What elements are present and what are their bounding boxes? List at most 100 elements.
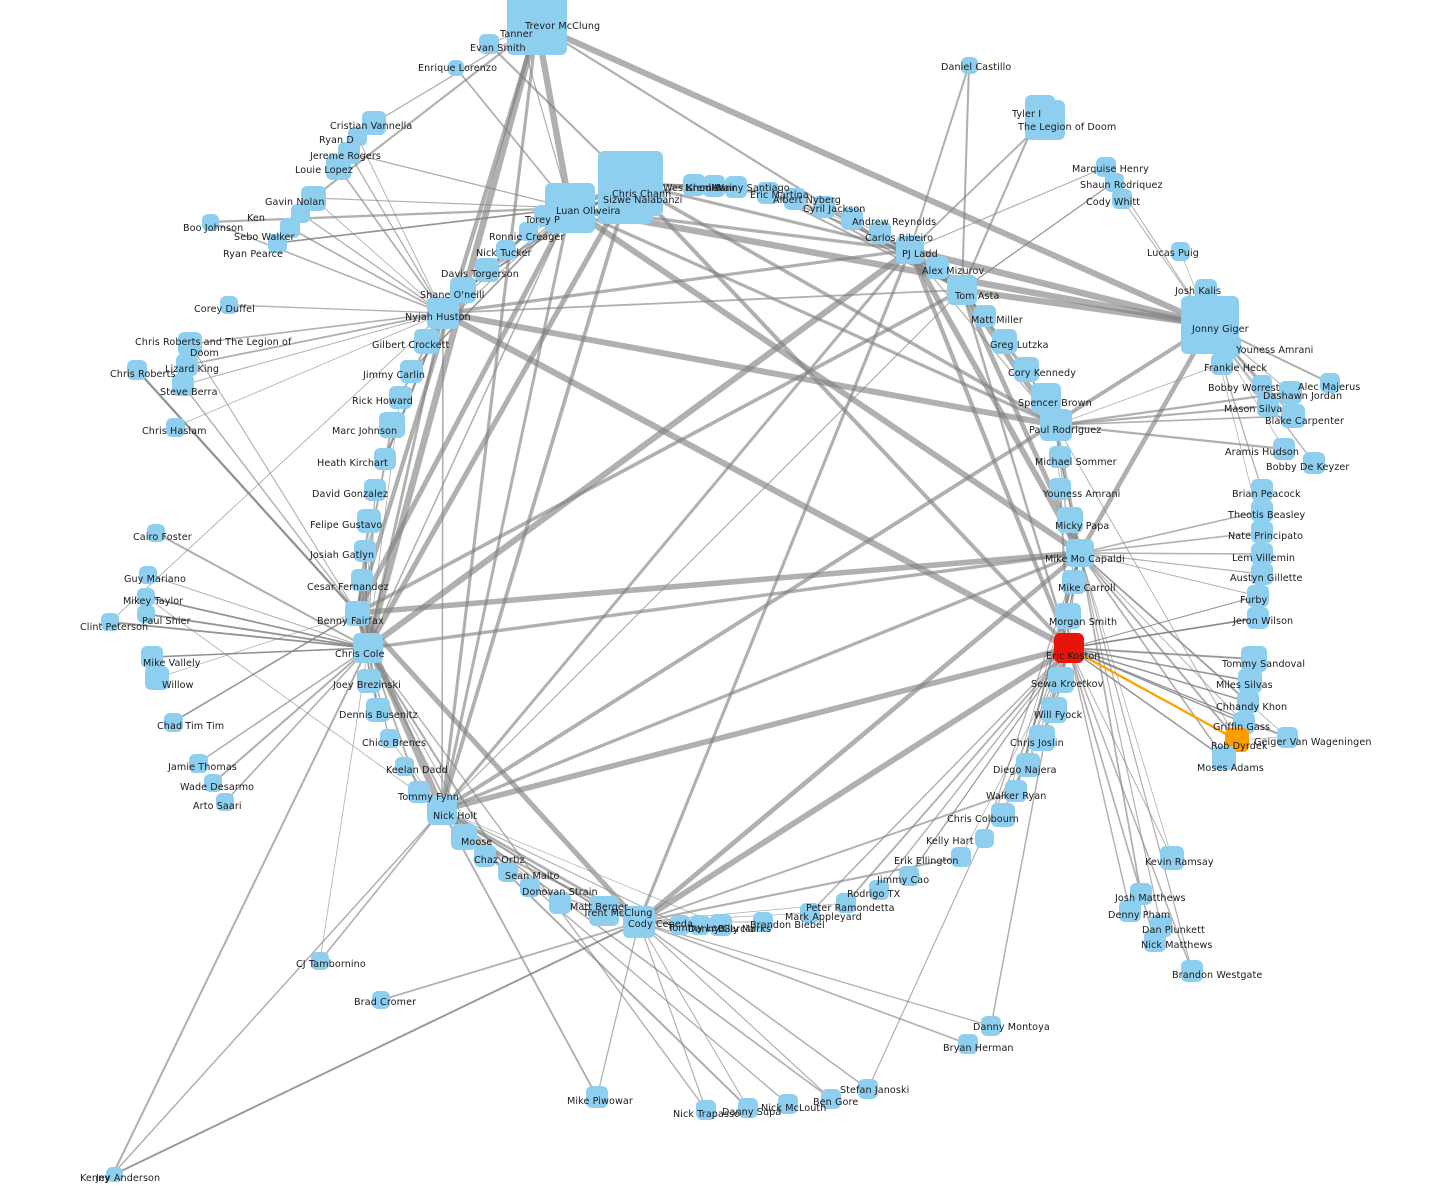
graph-node[interactable]	[178, 332, 202, 356]
graph-node[interactable]	[1130, 883, 1152, 905]
graph-node[interactable]	[1144, 930, 1166, 952]
graph-node[interactable]	[858, 1079, 878, 1099]
graph-node[interactable]	[589, 896, 619, 926]
graph-node[interactable]	[1041, 697, 1067, 723]
graph-node[interactable]	[813, 196, 835, 218]
graph-node[interactable]	[379, 728, 399, 748]
graph-node[interactable]	[188, 753, 208, 773]
graph-node[interactable]	[710, 914, 732, 936]
graph-node[interactable]	[1251, 563, 1273, 585]
graph-node[interactable]	[757, 182, 779, 204]
graph-node[interactable]	[869, 880, 889, 900]
graph-node[interactable]	[683, 174, 705, 196]
graph-node[interactable]	[204, 774, 222, 792]
graph-node[interactable]	[1049, 446, 1071, 468]
graph-node[interactable]	[1013, 356, 1039, 382]
graph-node[interactable]	[841, 208, 863, 230]
graph-node[interactable]	[1170, 241, 1190, 261]
graph-node[interactable]	[738, 1098, 758, 1118]
graph-node[interactable]	[1251, 543, 1273, 565]
graph-node[interactable]	[1096, 157, 1116, 177]
graph-node[interactable]	[139, 566, 157, 584]
graph-node[interactable]	[475, 258, 499, 282]
graph-node[interactable]	[696, 1100, 716, 1120]
graph-node[interactable]	[163, 712, 183, 732]
graph-node[interactable]	[147, 524, 165, 542]
graph-node[interactable]	[280, 218, 300, 238]
graph-node[interactable]	[1237, 691, 1259, 713]
graph-node[interactable]	[991, 328, 1017, 354]
graph-node[interactable]	[1025, 100, 1065, 140]
graph-node[interactable]	[1252, 375, 1272, 395]
graph-node[interactable]	[925, 255, 949, 279]
graph-node[interactable]	[778, 1094, 798, 1114]
graph-node[interactable]	[670, 915, 690, 935]
graph-node[interactable]	[1040, 409, 1072, 441]
graph-node[interactable]	[991, 803, 1015, 827]
graph-node[interactable]	[1251, 479, 1273, 501]
graph-node[interactable]	[364, 479, 386, 501]
graph-node[interactable]	[623, 906, 655, 938]
graph-node[interactable]	[325, 154, 351, 180]
graph-node[interactable]	[201, 213, 219, 231]
graph-node[interactable]	[951, 847, 971, 867]
graph-node[interactable]	[1160, 846, 1184, 870]
graph-node[interactable]	[1320, 373, 1340, 393]
graph-node[interactable]	[981, 1016, 1001, 1036]
graph-node[interactable]	[1247, 585, 1269, 607]
graph-node[interactable]	[1066, 539, 1094, 567]
graph-node[interactable]	[1054, 633, 1084, 663]
graph-node[interactable]	[145, 666, 169, 690]
graph-node[interactable]	[357, 509, 381, 533]
graph-node[interactable]	[1029, 725, 1055, 751]
graph-node[interactable]	[451, 824, 477, 850]
graph-node[interactable]	[821, 1089, 841, 1109]
graph-node[interactable]	[496, 240, 516, 260]
graph-node[interactable]	[351, 569, 373, 591]
graph-node[interactable]	[1031, 383, 1061, 413]
graph-node[interactable]	[725, 176, 747, 198]
graph-node[interactable]	[1005, 780, 1027, 802]
graph-node[interactable]	[1273, 438, 1295, 460]
graph-node[interactable]	[353, 633, 383, 663]
graph-node[interactable]	[534, 205, 556, 227]
graph-node[interactable]	[290, 203, 310, 223]
graph-node[interactable]	[1055, 603, 1081, 629]
graph-node[interactable]	[1247, 607, 1269, 629]
graph-node[interactable]	[357, 669, 381, 693]
graph-node[interactable]	[399, 359, 423, 383]
graph-node[interactable]	[899, 866, 919, 886]
graph-node[interactable]	[784, 188, 806, 210]
graph-node[interactable]	[413, 328, 439, 354]
graph-node[interactable]	[958, 1034, 978, 1054]
graph-node[interactable]	[311, 952, 329, 970]
graph-node[interactable]	[518, 221, 538, 241]
graph-node[interactable]	[1251, 521, 1273, 543]
graph-node[interactable]	[372, 991, 390, 1009]
graph-node[interactable]	[947, 275, 977, 305]
graph-node[interactable]	[107, 1166, 123, 1182]
graph-node[interactable]	[800, 903, 820, 923]
graph-node[interactable]	[703, 175, 725, 197]
graph-node[interactable]	[1057, 507, 1083, 533]
graph-node[interactable]	[427, 795, 457, 825]
graph-node[interactable]	[520, 877, 540, 897]
graph-node[interactable]	[1181, 960, 1203, 982]
graph-node[interactable]	[474, 845, 496, 867]
graph-node[interactable]	[388, 385, 412, 409]
graph-node[interactable]	[960, 56, 978, 74]
graph-node[interactable]	[1281, 404, 1305, 428]
graph-node[interactable]	[1016, 753, 1040, 777]
graph-node[interactable]	[1062, 570, 1086, 594]
graph-node[interactable]	[1104, 172, 1124, 192]
graph-node[interactable]	[216, 793, 234, 811]
graph-node[interactable]	[165, 417, 185, 437]
graph-node[interactable]	[549, 892, 571, 914]
graph-node[interactable]	[1112, 189, 1132, 209]
graph-node[interactable]	[586, 1086, 608, 1108]
graph-node[interactable]	[379, 412, 405, 438]
graph-node[interactable]	[344, 600, 370, 626]
graph-node[interactable]	[172, 374, 194, 396]
